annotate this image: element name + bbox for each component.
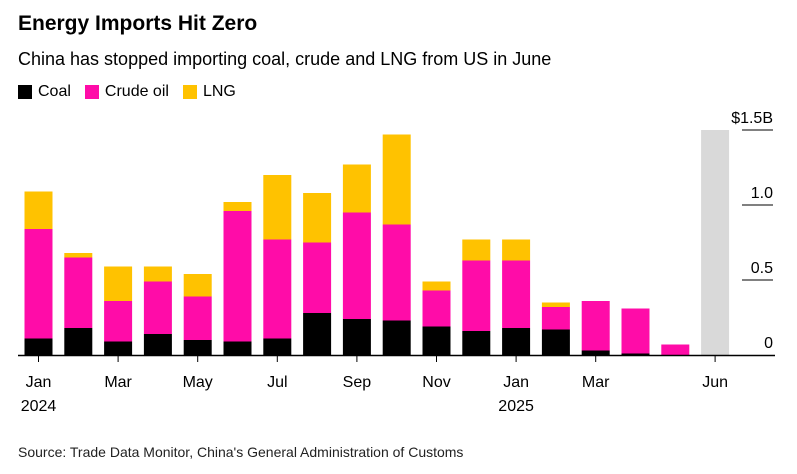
bar-crude-oil <box>541 307 570 330</box>
bar-crude-oil <box>621 308 650 354</box>
bar-coal <box>183 340 212 355</box>
bar-crude-oil <box>183 296 212 340</box>
x-tick-label: Mar <box>104 374 132 391</box>
bar-coal <box>24 338 53 355</box>
bar-lng <box>422 281 451 291</box>
source-note: Source: Trade Data Monitor, China's Gene… <box>18 444 464 460</box>
legend-item-crude-oil: Crude oil <box>84 83 169 101</box>
bar-coal <box>541 329 570 355</box>
x-tick-label: May <box>183 374 213 391</box>
legend-swatch-coal <box>18 85 32 99</box>
chart-title: Energy Imports Hit Zero <box>18 12 258 35</box>
bar-coal <box>581 350 610 355</box>
y-tick-label: $1.5B <box>731 110 773 127</box>
bar-crude-oil <box>581 301 610 351</box>
x-tick-year-label: 2024 <box>21 398 57 415</box>
y-tick-label: 1.0 <box>751 185 773 202</box>
x-tick-label: Mar <box>582 374 610 391</box>
legend-swatch-crude-oil <box>84 85 99 99</box>
bar-crude-oil <box>303 242 332 313</box>
legend-label-crude-oil: Crude oil <box>104 83 169 100</box>
bar-crude-oil <box>223 211 252 342</box>
bar-lng <box>502 239 531 261</box>
bar-lng <box>143 266 172 282</box>
bar-lng <box>263 175 292 240</box>
x-tick-label: Sep <box>343 374 372 391</box>
x-tick-label: Jul <box>267 374 287 391</box>
bar-crude-oil <box>104 301 133 342</box>
stacked-bar-chart: 0 0.5 1.0 $1.5B Jan 2024 Mar May Jul Sep Nov Jan 202… <box>18 110 775 415</box>
bar-crude-oil <box>422 290 451 327</box>
x-tick-label: Nov <box>422 374 450 391</box>
legend-item-lng: LNG <box>182 83 236 101</box>
bar-crude-oil <box>661 344 690 355</box>
bar-crude-oil <box>462 260 491 331</box>
bar-lng <box>462 239 491 261</box>
bar-coal <box>422 326 451 355</box>
chart-subtitle: China has stopped importing coal, crude … <box>18 49 552 69</box>
x-tick-year-label: 2025 <box>498 398 534 415</box>
bar-crude-oil <box>24 229 53 339</box>
bar-coal <box>621 353 650 355</box>
bar-lng <box>24 191 53 229</box>
legend-label-lng: LNG <box>202 83 236 100</box>
y-tick-label: 0 <box>764 335 773 352</box>
bar-coal <box>303 313 332 355</box>
bar-crude-oil <box>502 260 531 328</box>
legend-item-coal: Coal <box>18 83 71 101</box>
bar-lng <box>382 134 411 225</box>
bar-coal <box>104 341 133 355</box>
y-tick-label: 0.5 <box>751 260 773 277</box>
bar-crude-oil <box>382 224 411 321</box>
bar-lng <box>64 253 93 258</box>
bar-coal <box>382 320 411 355</box>
bar-lng <box>541 302 570 307</box>
bar-coal <box>143 334 172 355</box>
bar-coal <box>263 338 292 355</box>
bar-lng <box>223 202 252 211</box>
bar-coal <box>462 331 491 355</box>
x-tick-label: Jun <box>702 374 728 391</box>
x-tick-label: Jan <box>26 374 52 391</box>
highlight-bar <box>701 130 730 355</box>
bar-lng <box>303 193 332 243</box>
x-tick-label: Jan <box>503 374 529 391</box>
bar-crude-oil <box>342 212 371 319</box>
bar-crude-oil <box>143 281 172 334</box>
bar-lng <box>342 164 371 213</box>
bar-crude-oil <box>64 257 93 328</box>
bar-lng <box>183 274 212 297</box>
bar-crude-oil <box>263 239 292 339</box>
chart-legend: Coal Crude oil LNG <box>18 83 236 101</box>
bar-coal <box>342 319 371 355</box>
bar-coal <box>64 328 93 355</box>
legend-swatch-lng <box>182 85 197 99</box>
bar-coal <box>502 328 531 355</box>
legend-label-coal: Coal <box>38 83 71 100</box>
bar-coal <box>223 341 252 355</box>
bar-lng <box>104 266 133 301</box>
